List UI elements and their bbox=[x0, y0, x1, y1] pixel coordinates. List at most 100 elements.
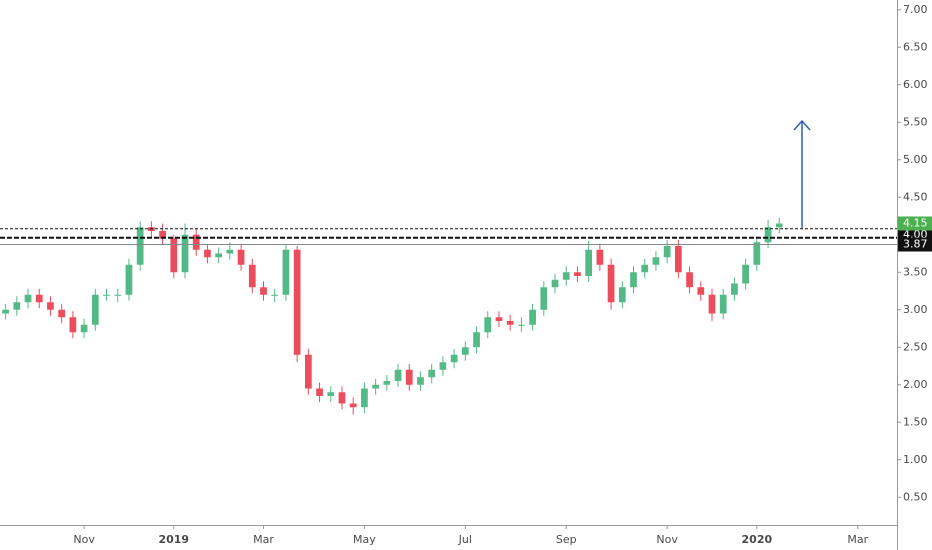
candle-body bbox=[484, 317, 492, 333]
x-tick-label: Nov bbox=[656, 533, 678, 546]
candle-body bbox=[719, 294, 727, 314]
candle-body bbox=[327, 392, 335, 396]
candles bbox=[2, 217, 783, 415]
candle-body bbox=[607, 264, 615, 303]
candle-body bbox=[428, 369, 436, 378]
candle-body bbox=[114, 294, 122, 296]
candle-body bbox=[518, 324, 525, 326]
candle-body bbox=[226, 249, 234, 254]
candle-body bbox=[405, 369, 413, 385]
last-price-box bbox=[898, 216, 932, 231]
y-tick-label: 3.50 bbox=[903, 265, 928, 278]
candle-body bbox=[192, 234, 200, 250]
candle-body bbox=[775, 223, 783, 228]
candle-body bbox=[686, 272, 693, 288]
candle-body bbox=[473, 332, 480, 348]
candle-body bbox=[293, 249, 301, 355]
candle-body bbox=[495, 317, 503, 321]
candle-body bbox=[742, 264, 749, 284]
y-tick-label: 4.50 bbox=[903, 190, 928, 203]
candle-body bbox=[596, 249, 604, 265]
target-arrow bbox=[793, 119, 811, 228]
x-tick-label: Mar bbox=[847, 533, 868, 546]
arrow-head bbox=[793, 119, 811, 131]
candle-body bbox=[2, 309, 9, 314]
candle-body bbox=[506, 321, 514, 325]
candle-body bbox=[24, 294, 32, 303]
candle-body bbox=[338, 392, 346, 404]
y-tick-label: 2.50 bbox=[903, 340, 928, 353]
candle-body bbox=[764, 227, 772, 243]
candle-body bbox=[708, 294, 716, 314]
candle-body bbox=[215, 253, 223, 258]
y-tick-label: 6.00 bbox=[903, 78, 928, 91]
candle-body bbox=[753, 242, 761, 265]
candle-body bbox=[417, 377, 424, 385]
candle-body bbox=[450, 354, 458, 363]
last-price-label: 4.15 bbox=[903, 217, 928, 230]
candle-body bbox=[237, 249, 245, 265]
x-tick-label: Sep bbox=[556, 533, 577, 546]
candle-body bbox=[641, 264, 649, 273]
candle-body bbox=[585, 249, 593, 276]
candle-body bbox=[282, 249, 290, 295]
candle-body bbox=[316, 388, 323, 396]
candle-body bbox=[181, 234, 189, 273]
candle-body bbox=[47, 302, 54, 310]
x-tick-label: Nov bbox=[73, 533, 95, 546]
candle-body bbox=[618, 287, 626, 303]
candle-body bbox=[383, 381, 391, 385]
candle-body bbox=[731, 283, 738, 295]
candle-body bbox=[103, 294, 110, 296]
x-tick-label: 2020 bbox=[742, 533, 773, 546]
candle-body bbox=[529, 309, 536, 325]
y-tick-label: 5.50 bbox=[903, 115, 928, 128]
y-tick-label: 5.00 bbox=[903, 153, 928, 166]
candle-body bbox=[204, 249, 211, 258]
candle-body bbox=[260, 287, 267, 295]
y-tick-label: 3.00 bbox=[903, 303, 928, 316]
y-tick-label: 0.50 bbox=[903, 490, 928, 503]
candle-body bbox=[551, 279, 559, 288]
candle-body bbox=[697, 287, 705, 295]
y-tick-label: 1.00 bbox=[903, 453, 928, 466]
candle-body bbox=[674, 246, 682, 273]
candle-body bbox=[125, 264, 133, 295]
candle-body bbox=[663, 246, 671, 258]
x-tick-label: Jul bbox=[458, 533, 472, 546]
candle-body bbox=[349, 403, 357, 408]
candle-body bbox=[439, 362, 447, 370]
candle-body bbox=[248, 264, 256, 288]
candle-body bbox=[170, 238, 178, 273]
candle-body bbox=[271, 294, 279, 296]
level-label: 3.87 bbox=[903, 238, 928, 251]
candle-body bbox=[394, 369, 402, 381]
x-tick-label: May bbox=[353, 533, 376, 546]
y-tick-label: 2.00 bbox=[903, 378, 928, 391]
y-tick-label: 7.00 bbox=[903, 3, 928, 16]
x-tick-label: 2019 bbox=[158, 533, 189, 546]
y-tick-label: 6.50 bbox=[903, 40, 928, 53]
candle-body bbox=[630, 272, 637, 288]
candle-body bbox=[58, 309, 66, 318]
candle-body bbox=[574, 272, 581, 276]
candle-body bbox=[80, 324, 88, 333]
candle-body bbox=[304, 354, 312, 389]
candle-body bbox=[652, 257, 660, 265]
candle-body bbox=[91, 294, 99, 325]
candle-body bbox=[461, 347, 469, 355]
x-tick-label: Mar bbox=[253, 533, 274, 546]
candle-body bbox=[159, 231, 166, 239]
candle-body bbox=[372, 384, 379, 389]
candle-body bbox=[13, 302, 21, 310]
candle-body bbox=[540, 287, 548, 310]
candle-body bbox=[136, 227, 144, 265]
level-label-box bbox=[898, 237, 932, 252]
y-tick-label: 1.50 bbox=[903, 415, 928, 428]
candle-body bbox=[562, 272, 570, 280]
candle-body bbox=[69, 317, 77, 333]
candle-body bbox=[361, 388, 368, 408]
candle-body bbox=[35, 294, 43, 303]
